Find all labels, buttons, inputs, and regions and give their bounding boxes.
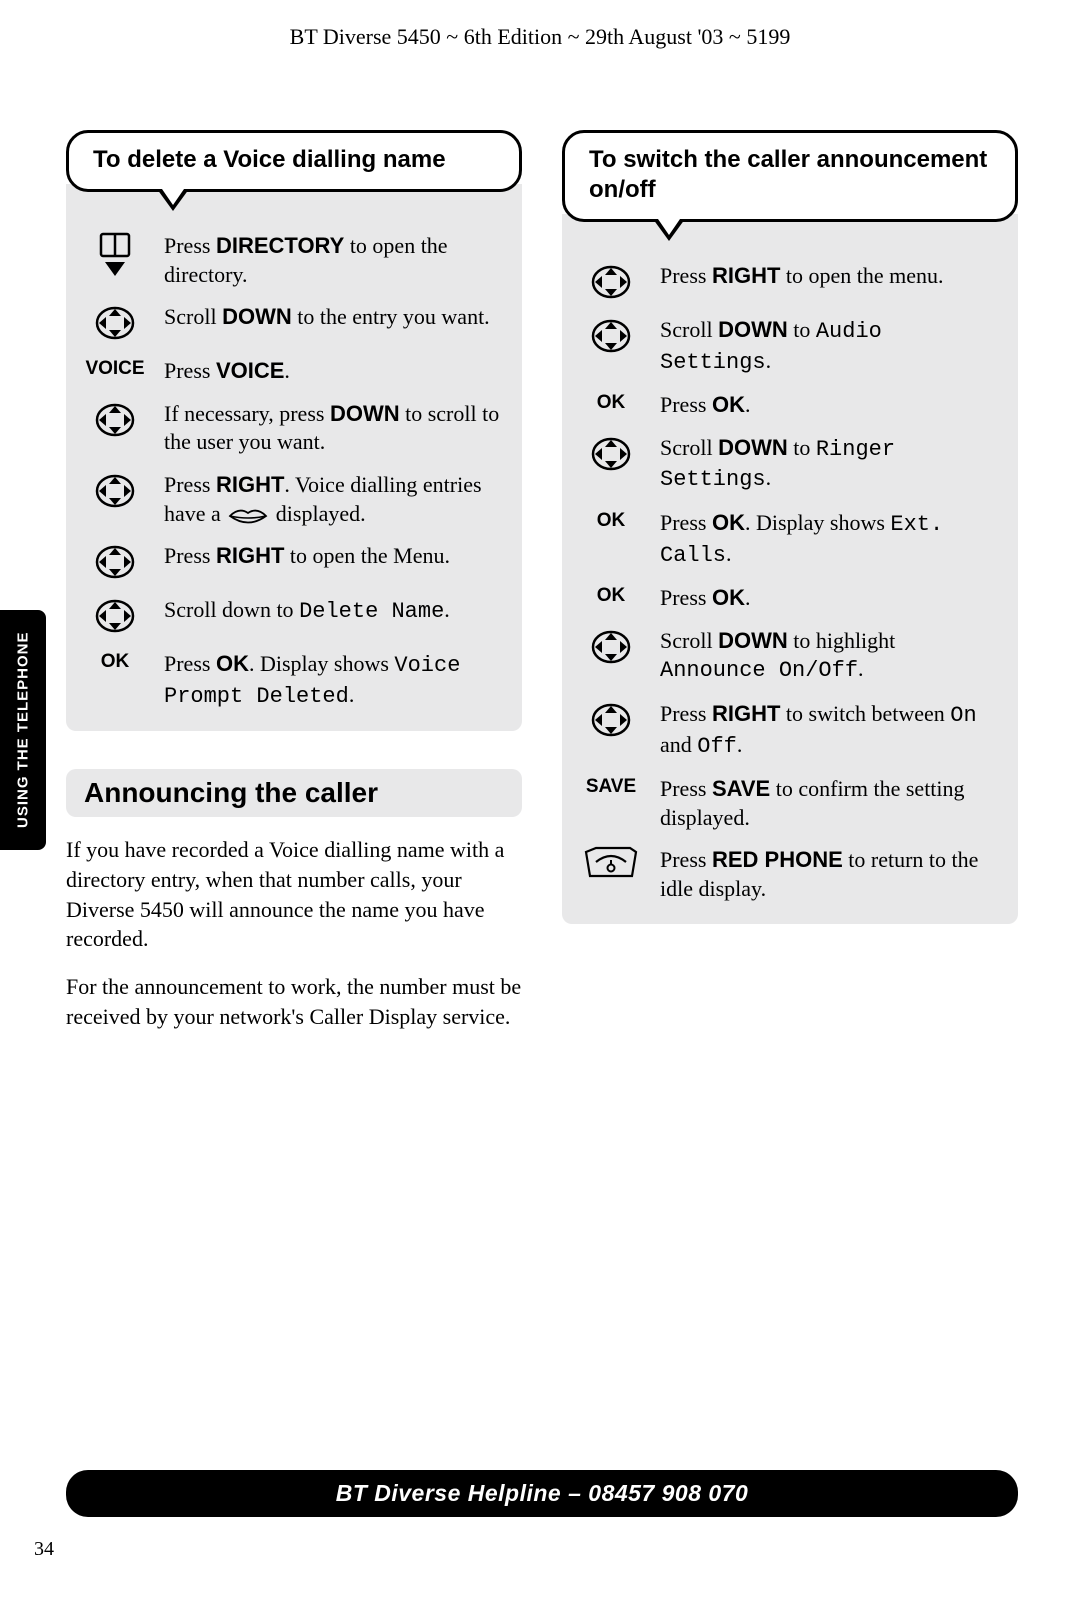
ok-icon: OK — [576, 509, 646, 534]
section-heading: Announcing the caller — [66, 769, 522, 817]
left-column: To delete a Voice dialling name Press DI… — [66, 130, 522, 1049]
phone-icon — [576, 846, 646, 880]
step-text: Scroll DOWN to Audio Settings. — [660, 316, 1004, 377]
panel-pointer-icon — [157, 189, 189, 211]
step-text: Press RED PHONE to return to the idle di… — [660, 846, 1004, 903]
body-para-1: If you have recorded a Voice dialling na… — [66, 835, 522, 954]
step-row: Press RIGHT. Voice dialling entries have… — [80, 471, 508, 528]
right-panel-title-text: To switch the caller announcement on/off — [589, 146, 987, 203]
body-para-2: For the announcement to work, the number… — [66, 972, 522, 1031]
content-area: To delete a Voice dialling name Press DI… — [66, 130, 1018, 1049]
nav-icon — [576, 627, 646, 667]
step-text: Scroll DOWN to the entry you want. — [164, 303, 508, 332]
step-row: Scroll DOWN to the entry you want. — [80, 303, 508, 343]
ok-icon: OK — [80, 650, 150, 675]
step-row: If necessary, press DOWN to scroll to th… — [80, 400, 508, 457]
step-row: Press RIGHT to switch between On and Off… — [576, 700, 1004, 761]
step-text: Press RIGHT to switch between On and Off… — [660, 700, 1004, 761]
step-row: Scroll DOWN to Ringer Settings. — [576, 434, 1004, 495]
nav-icon — [576, 316, 646, 356]
nav-icon — [80, 542, 150, 582]
footer-bar: BT Diverse Helpline – 08457 908 070 — [66, 1470, 1018, 1517]
step-row: OK Press OK. — [576, 391, 1004, 420]
panel-pointer-icon — [653, 219, 685, 241]
step-row: SAVE Press SAVE to confirm the setting di… — [576, 775, 1004, 832]
right-steps: Press RIGHT to open the menu. Scroll DOW… — [562, 214, 1018, 924]
step-row: Press DIRECTORY to open the directory. — [80, 232, 508, 289]
ok-icon: OK — [576, 584, 646, 609]
step-text: Press SAVE to confirm the setting displa… — [660, 775, 1004, 832]
side-tab: USING THE TELEPHONE — [0, 610, 46, 850]
page-number: 34 — [34, 1538, 54, 1561]
nav-icon — [576, 434, 646, 474]
nav-icon — [576, 700, 646, 740]
step-text: Press OK. — [660, 391, 1004, 420]
doc-header: BT Diverse 5450 ~ 6th Edition ~ 29th Aug… — [0, 24, 1080, 50]
step-text: Press RIGHT to open the Menu. — [164, 542, 508, 571]
step-text: Press VOICE. — [164, 357, 508, 386]
step-row: OK Press OK. Display shows Ext. Calls. — [576, 509, 1004, 570]
step-row: Press RIGHT to open the menu. — [576, 262, 1004, 302]
lips-icon — [228, 507, 268, 525]
left-steps: Press DIRECTORY to open the directory. S… — [66, 184, 522, 731]
save-icon: SAVE — [576, 775, 646, 800]
nav-icon — [80, 303, 150, 343]
nav-icon — [80, 400, 150, 440]
step-text: Press RIGHT. Voice dialling entries have… — [164, 471, 508, 528]
right-panel-title: To switch the caller announcement on/off — [562, 130, 1018, 222]
right-column: To switch the caller announcement on/off… — [562, 130, 1018, 1049]
step-row: OK Press OK. — [576, 584, 1004, 613]
left-panel-title: To delete a Voice dialling name — [66, 130, 522, 192]
step-row: Scroll DOWN to highlight Announce On/Off… — [576, 627, 1004, 686]
voice-icon: VOICE — [80, 357, 150, 382]
step-row: VOICE Press VOICE. — [80, 357, 508, 386]
nav-icon — [80, 471, 150, 511]
nav-icon — [576, 262, 646, 302]
step-text: Press OK. Display shows Voice Prompt Del… — [164, 650, 508, 711]
ok-icon: OK — [576, 391, 646, 416]
step-text: Scroll DOWN to Ringer Settings. — [660, 434, 1004, 495]
step-text: Press RIGHT to open the menu. — [660, 262, 1004, 291]
step-row: Scroll DOWN to Audio Settings. — [576, 316, 1004, 377]
step-row: Press RIGHT to open the Menu. — [80, 542, 508, 582]
step-text: Press DIRECTORY to open the directory. — [164, 232, 508, 289]
nav-icon — [80, 596, 150, 636]
left-panel-title-text: To delete a Voice dialling name — [93, 146, 446, 173]
step-text: Press OK. Display shows Ext. Calls. — [660, 509, 1004, 570]
directory-icon — [80, 232, 150, 278]
step-row: Press RED PHONE to return to the idle di… — [576, 846, 1004, 903]
step-row: OK Press OK. Display shows Voice Prompt D… — [80, 650, 508, 711]
step-text: Press OK. — [660, 584, 1004, 613]
step-row: Scroll down to Delete Name. — [80, 596, 508, 636]
step-text: If necessary, press DOWN to scroll to th… — [164, 400, 508, 457]
step-text: Scroll down to Delete Name. — [164, 596, 508, 627]
step-text: Scroll DOWN to highlight Announce On/Off… — [660, 627, 1004, 686]
